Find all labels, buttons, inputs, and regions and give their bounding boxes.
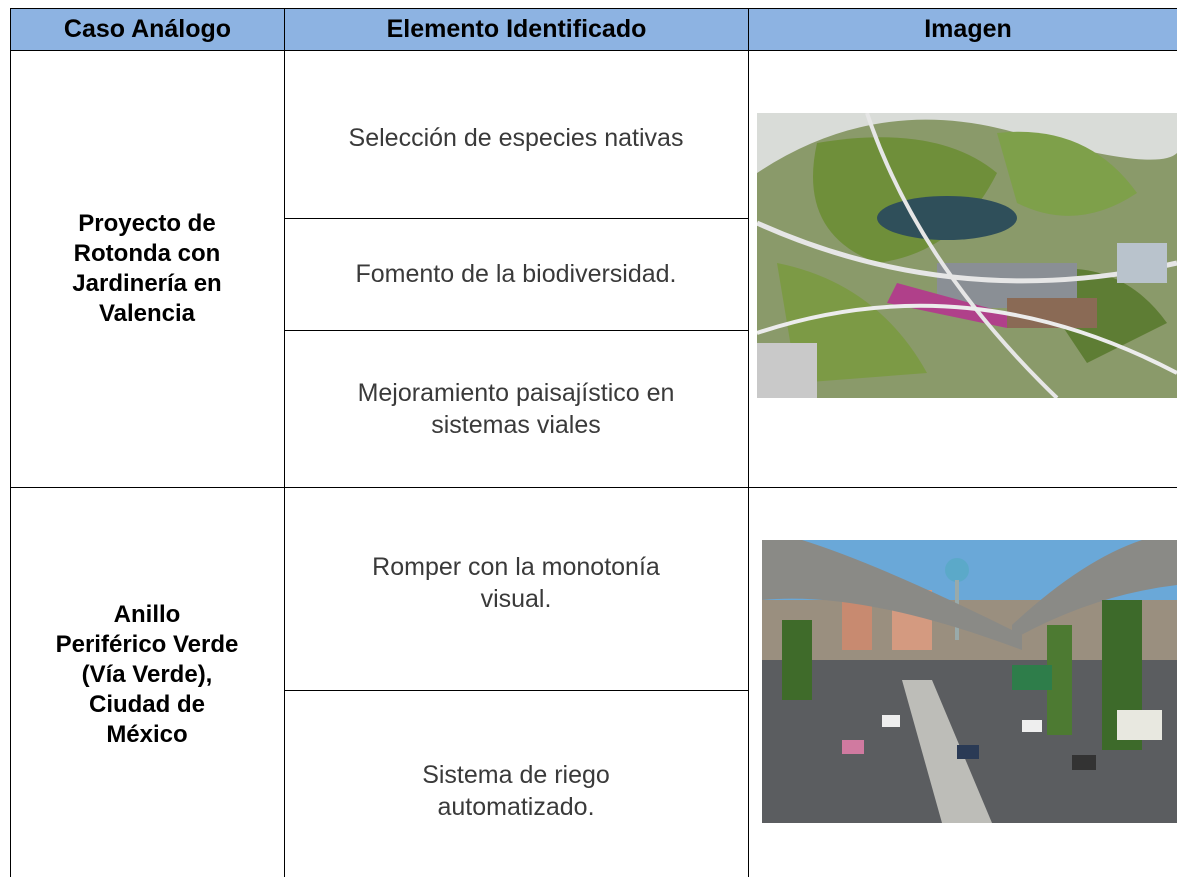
header-text: Elemento Identificado bbox=[386, 15, 647, 43]
element-cell: Selección de especies nativas bbox=[284, 50, 748, 218]
case-line: Rotonda con bbox=[73, 239, 221, 267]
element-line: automatizado. bbox=[437, 792, 595, 821]
case-line: Proyecto de bbox=[78, 209, 216, 237]
header-cell: Caso Análogo bbox=[10, 8, 285, 51]
element-line: Mejoramiento paisajístico en bbox=[357, 378, 675, 407]
case-cell: Proyecto de Rotonda con Jardinería en Va… bbox=[10, 50, 284, 487]
element-line: Selección de especies nativas bbox=[348, 124, 684, 152]
case-line: Periférico Verde bbox=[55, 631, 239, 658]
header-text: Caso Análogo bbox=[63, 15, 232, 43]
border bbox=[748, 50, 749, 877]
element-line: Sistema de riego bbox=[422, 760, 610, 789]
case-line: México bbox=[106, 721, 188, 748]
element-line: Fomento de la biodiversidad. bbox=[355, 260, 677, 288]
border bbox=[10, 50, 11, 877]
header-text: Imagen bbox=[924, 15, 1012, 43]
element-line: visual. bbox=[480, 584, 552, 613]
header-cell: Elemento Identificado bbox=[284, 8, 749, 51]
element-line: sistemas viales bbox=[431, 410, 601, 439]
case-line: Valencia bbox=[98, 299, 196, 327]
element-cell: Mejoramiento paisajístico en sistemas vi… bbox=[284, 330, 748, 487]
case-line: Jardinería en bbox=[72, 269, 222, 297]
element-line: Romper con la monotonía bbox=[372, 552, 660, 581]
case-line: Anillo bbox=[113, 601, 181, 628]
element-cell: Romper con la monotonía visual. bbox=[284, 487, 748, 690]
element-cell: Sistema de riego automatizado. bbox=[284, 690, 748, 877]
case-line: Ciudad de bbox=[88, 691, 205, 718]
border bbox=[10, 487, 1177, 488]
border bbox=[284, 330, 748, 331]
case-cell: Anillo Periférico Verde (Vía Verde), Ciu… bbox=[10, 487, 284, 877]
border bbox=[284, 50, 285, 877]
image-park-plan bbox=[757, 113, 1177, 398]
border bbox=[284, 690, 748, 691]
image-highway bbox=[762, 540, 1177, 823]
header-cell: Imagen bbox=[748, 8, 1177, 51]
border bbox=[284, 218, 748, 219]
element-cell: Fomento de la biodiversidad. bbox=[284, 218, 748, 330]
case-line: (Vía Verde), bbox=[81, 661, 213, 688]
